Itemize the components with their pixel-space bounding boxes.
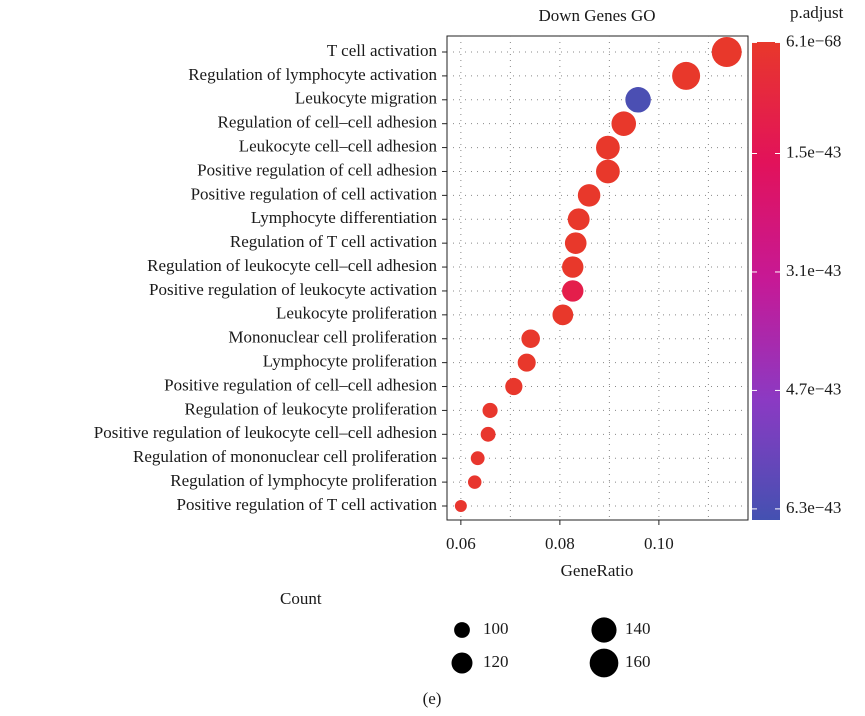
dot bbox=[577, 184, 601, 207]
size-legend-label: 160 bbox=[625, 652, 651, 671]
colorbar-tick-label: 1.5e−43 bbox=[786, 142, 841, 161]
dot bbox=[596, 135, 620, 160]
y-tick-label: Regulation of leukocyte cell–cell adhesi… bbox=[147, 256, 437, 275]
dot bbox=[521, 329, 540, 349]
size-legend-label: 120 bbox=[483, 652, 509, 671]
dot bbox=[567, 208, 590, 231]
y-tick-label: Lymphocyte proliferation bbox=[263, 352, 438, 371]
dot bbox=[625, 87, 651, 113]
dot bbox=[596, 159, 620, 184]
dot bbox=[672, 61, 701, 90]
y-tick-label: Regulation of lymphocyte proliferation bbox=[170, 471, 437, 490]
dot bbox=[517, 353, 536, 372]
colorbar-tick-label: 6.1e−68 bbox=[786, 31, 841, 50]
dot bbox=[480, 426, 496, 442]
size-legend-dot bbox=[451, 652, 473, 674]
size-legend-label: 100 bbox=[483, 619, 509, 638]
dot bbox=[711, 37, 742, 67]
y-tick-label: Leukocyte cell–cell adhesion bbox=[239, 136, 438, 155]
x-tick-label: 0.06 bbox=[446, 534, 476, 553]
x-tick-label: 0.10 bbox=[644, 534, 674, 553]
colorbar-tick-label: 6.3e−43 bbox=[786, 498, 841, 517]
y-tick-label: T cell activation bbox=[327, 41, 438, 60]
dot bbox=[552, 304, 574, 326]
dot bbox=[564, 232, 587, 254]
y-tick-label: Regulation of leukocyte proliferation bbox=[184, 399, 437, 418]
dot bbox=[470, 451, 485, 466]
y-tick-label: Mononuclear cell proliferation bbox=[228, 328, 437, 347]
dot bbox=[611, 111, 637, 136]
dot bbox=[454, 500, 467, 512]
dot bbox=[467, 475, 482, 489]
y-tick-label: Regulation of cell–cell adhesion bbox=[217, 113, 437, 132]
y-tick-label: Positive regulation of leukocyte activat… bbox=[149, 280, 437, 299]
y-tick-label: Leukocyte migration bbox=[295, 89, 438, 108]
y-tick-label: Lymphocyte differentiation bbox=[251, 208, 438, 227]
y-tick-label: Positive regulation of cell adhesion bbox=[197, 160, 437, 179]
colorbar-title: p.adjust bbox=[790, 3, 844, 22]
size-legend-dot bbox=[454, 622, 470, 638]
size-legend-dot bbox=[589, 648, 619, 678]
plot-frame bbox=[446, 35, 749, 521]
y-tick-label: Regulation of lymphocyte activation bbox=[188, 65, 437, 84]
x-axis-label: GeneRatio bbox=[561, 561, 634, 580]
y-tick-label: Positive regulation of T cell activation bbox=[177, 495, 438, 514]
dot bbox=[562, 280, 584, 302]
chart-title: Down Genes GO bbox=[538, 6, 655, 25]
y-tick-label: Positive regulation of cell–cell adhesio… bbox=[164, 375, 437, 394]
colorbar-tick-label: 3.1e−43 bbox=[786, 261, 841, 280]
y-tick-label: Positive regulation of leukocyte cell–ce… bbox=[94, 423, 438, 442]
caption: (e) bbox=[423, 689, 442, 708]
size-legend-label: 140 bbox=[625, 619, 651, 638]
y-tick-label: Regulation of T cell activation bbox=[230, 232, 438, 251]
dot bbox=[562, 256, 584, 278]
y-tick-label: Regulation of mononuclear cell prolifera… bbox=[133, 447, 438, 466]
y-tick-label: Leukocyte proliferation bbox=[276, 304, 437, 323]
size-legend-title: Count bbox=[280, 589, 322, 608]
y-tick-label: Positive regulation of cell activation bbox=[191, 184, 438, 203]
dot bbox=[482, 402, 498, 418]
dot bbox=[505, 377, 523, 396]
x-tick-label: 0.08 bbox=[545, 534, 575, 553]
colorbar-tick-label: 4.7e−43 bbox=[786, 379, 841, 398]
colorbar bbox=[752, 42, 780, 520]
size-legend-dot bbox=[591, 617, 617, 643]
